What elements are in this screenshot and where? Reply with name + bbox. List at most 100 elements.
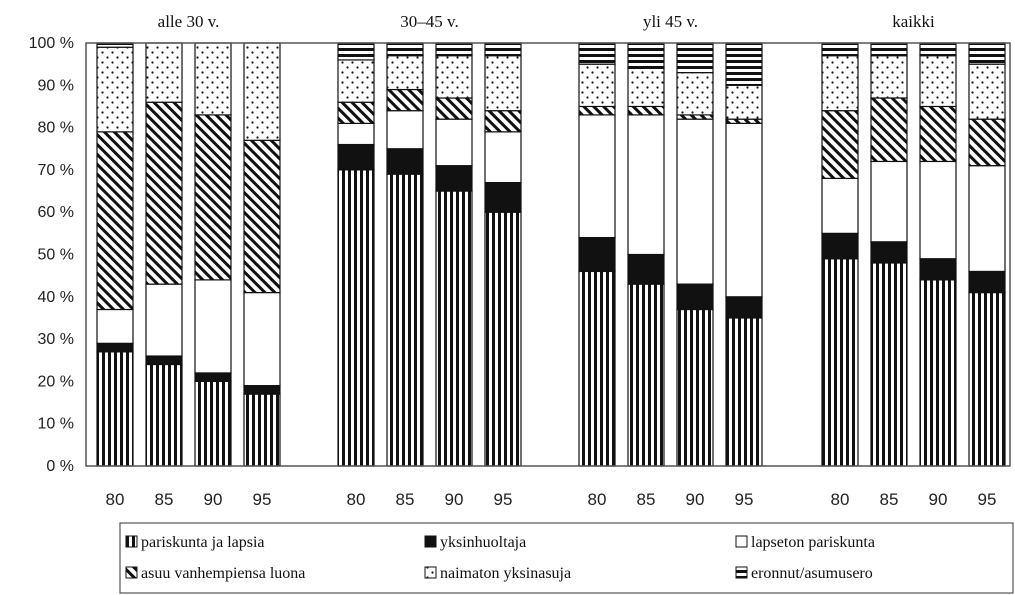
bar-segment-white (870, 160, 908, 243)
bar-segment-white (627, 114, 665, 256)
bar-segment-white (194, 279, 232, 374)
bar-segment-white (145, 283, 183, 357)
bar-segment-solid-black (725, 296, 763, 319)
bar-segment-diagonal-hatch (870, 97, 908, 163)
bar-segment-solid-black (194, 372, 232, 383)
bar-segment-vertical-stripes (676, 308, 714, 467)
x-tick-label: 85 (155, 490, 174, 509)
legend-swatch (125, 566, 138, 579)
bar-segment-dots (435, 55, 473, 99)
bar-segment-white (725, 122, 763, 298)
y-axis: 0 % 10 % 20 % 30 % 40 % 50 % 60 % 70 % 80 % 90 % 1… (29, 35, 74, 475)
y-tick-label: 40 % (38, 289, 74, 306)
x-tick-label: 80 (347, 490, 366, 509)
x-tick-label: 85 (396, 490, 415, 509)
bar-segment-dots (578, 63, 616, 108)
legend-swatch (735, 535, 748, 548)
bar-segment-white (968, 165, 1006, 273)
plot-frame (85, 42, 1011, 467)
plot-border (85, 42, 1011, 467)
bar-segment-diagonal-hatch (821, 110, 859, 179)
bar-segment-horizontal-stripes (919, 42, 957, 57)
bar-segment-diagonal-hatch (627, 105, 665, 116)
bar-segment-vertical-stripes (243, 393, 281, 467)
bar-segment-horizontal-stripes (484, 42, 522, 57)
bar-segment-white (243, 291, 281, 387)
bar-segment-solid-black (870, 241, 908, 264)
bar-segment-horizontal-stripes (870, 42, 908, 57)
bar-segment-horizontal-stripes (821, 42, 859, 57)
bar-segment-vertical-stripes (435, 190, 473, 467)
x-tick-label: 95 (735, 490, 754, 509)
bar-segment-vertical-stripes (337, 169, 375, 467)
bar-segment-white (676, 118, 714, 285)
bar-segment-solid-black (337, 143, 375, 171)
x-tick-label: 95 (253, 490, 272, 509)
bar-segment-diagonal-hatch (386, 88, 424, 112)
bar-segment-solid-black (435, 165, 473, 192)
bar-segment-diagonal-hatch (435, 97, 473, 120)
bar-segment-vertical-stripes (578, 270, 616, 467)
bar-segment-diagonal-hatch (676, 114, 714, 120)
x-tick-label: 90 (686, 490, 705, 509)
bar-segment-white (578, 114, 616, 239)
bar-segment-solid-black (145, 355, 183, 366)
bar-segment-dots (484, 55, 522, 112)
bar-segment-solid-black (627, 253, 665, 285)
x-tick-label: 90 (445, 490, 464, 509)
legend-label: asuu vanhempiensa luona (141, 565, 305, 582)
bar-segment-solid-black (96, 342, 134, 353)
bar-segment-diagonal-hatch (919, 105, 957, 163)
bar-segment-solid-black (578, 236, 616, 273)
x-tick-label: 90 (204, 490, 223, 509)
bar-segment-vertical-stripes (821, 258, 859, 467)
y-tick-label: 80 % (38, 120, 74, 137)
bar-segment-solid-black (968, 270, 1006, 294)
bars (96, 42, 1006, 467)
legend-swatch (424, 535, 437, 548)
bar-segment-white (435, 118, 473, 167)
x-tick-label: 85 (880, 490, 899, 509)
bar-segment-horizontal-stripes (968, 42, 1006, 65)
bar-segment-solid-black (484, 181, 522, 213)
bar-segment-diagonal-hatch (145, 101, 183, 285)
bar-segment-white (96, 308, 134, 344)
bar-segment-vertical-stripes (968, 291, 1006, 467)
legend-label: eronnut/asumusero (751, 565, 873, 582)
bar-segment-horizontal-stripes (725, 42, 763, 86)
bar-segment-dots (676, 72, 714, 116)
legend-swatch (125, 535, 138, 548)
bar-segment-diagonal-hatch (243, 139, 281, 294)
bar-segment-white (919, 160, 957, 260)
legend-box (119, 522, 1014, 594)
bar-segment-horizontal-stripes (627, 42, 665, 69)
legend-swatch (424, 566, 437, 579)
legend: pariskunta ja lapsia yksinhuoltaja lapseto… (119, 522, 1014, 594)
bar-segment-dots (870, 55, 908, 99)
legend-label: pariskunta ja lapsia (141, 534, 265, 551)
bar-segment-diagonal-hatch (96, 131, 134, 311)
bar-segment-solid-black (821, 232, 859, 260)
group-title: alle 30 v. (158, 12, 220, 31)
bar-segment-vertical-stripes (484, 211, 522, 467)
bar-segment-horizontal-stripes (578, 42, 616, 65)
bar-segment-solid-black (919, 258, 957, 281)
y-tick-label: 100 % (29, 35, 74, 52)
bar-segment-dots (725, 84, 763, 120)
bar-segment-dots (194, 42, 232, 116)
bar-segment-dots (337, 59, 375, 103)
bar-segment-vertical-stripes (919, 279, 957, 467)
bar-segment-diagonal-hatch (484, 110, 522, 133)
bar-segment-white (337, 122, 375, 146)
bar-segment-solid-black (386, 148, 424, 175)
bar-segment-white (484, 131, 522, 184)
x-tick-label: 85 (637, 490, 656, 509)
bar-segment-dots (386, 55, 424, 91)
bar-segment-dots (919, 55, 957, 108)
x-tick-label: 80 (588, 490, 607, 509)
bar-segment-horizontal-stripes (337, 42, 375, 61)
bar-segment-vertical-stripes (725, 317, 763, 467)
bar-segment-diagonal-hatch (194, 114, 232, 281)
bar-segment-diagonal-hatch (337, 101, 375, 124)
